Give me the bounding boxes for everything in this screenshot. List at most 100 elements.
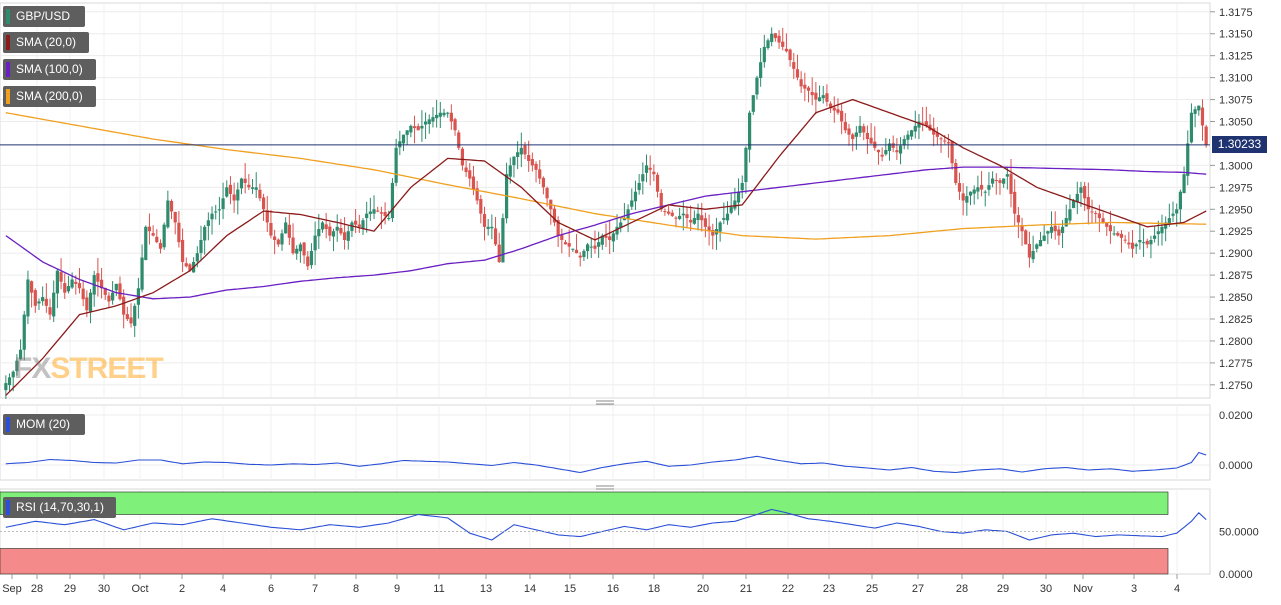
candle-body bbox=[541, 177, 546, 188]
legend-sma100[interactable]: SMA (100,0) bbox=[3, 59, 96, 80]
candle-body bbox=[317, 229, 321, 237]
candle-body bbox=[604, 235, 608, 238]
candle bbox=[593, 230, 597, 254]
candle-body bbox=[493, 228, 498, 245]
candle bbox=[1101, 212, 1105, 224]
candle-body bbox=[781, 41, 785, 47]
candle bbox=[832, 96, 836, 123]
candle bbox=[1197, 105, 1201, 116]
candle bbox=[887, 138, 892, 161]
candle bbox=[567, 229, 571, 257]
candle-body bbox=[1175, 209, 1179, 214]
legend-rsi[interactable]: RSI (14,70,30,1) bbox=[3, 497, 116, 518]
x-tick-label: 27 bbox=[912, 583, 924, 595]
candle bbox=[644, 154, 649, 183]
candle bbox=[979, 171, 984, 197]
candle bbox=[538, 160, 542, 185]
price-panel-frame bbox=[0, 2, 1211, 399]
candle bbox=[158, 239, 163, 254]
legend-instrument[interactable]: GBP/USD bbox=[3, 6, 85, 27]
candle-body bbox=[354, 220, 358, 225]
candle bbox=[516, 141, 520, 170]
candle bbox=[751, 95, 755, 116]
candle bbox=[1094, 210, 1098, 223]
candle-body bbox=[52, 292, 56, 317]
candle-body bbox=[578, 255, 582, 258]
candle bbox=[1108, 210, 1113, 244]
candle bbox=[497, 232, 501, 263]
candle bbox=[641, 162, 645, 195]
candle bbox=[357, 214, 361, 233]
legend-sma200[interactable]: SMA (200,0) bbox=[3, 86, 96, 107]
price-tick-label: 1.3075 bbox=[1219, 95, 1253, 107]
candle-body bbox=[177, 222, 181, 243]
candle-body bbox=[1046, 231, 1050, 234]
candle-body bbox=[114, 283, 118, 291]
candle-body bbox=[777, 35, 781, 43]
candle-body bbox=[232, 194, 236, 201]
candle-body bbox=[766, 40, 770, 48]
price-tick-label: 1.2800 bbox=[1219, 336, 1253, 348]
candle bbox=[711, 223, 715, 250]
candle bbox=[770, 27, 774, 47]
candle-body bbox=[324, 224, 328, 230]
candle-body bbox=[718, 222, 722, 232]
candle bbox=[180, 228, 185, 273]
candle bbox=[519, 132, 523, 168]
candle-body bbox=[1164, 222, 1168, 229]
candle-body bbox=[921, 122, 925, 124]
candle bbox=[390, 178, 395, 222]
moving-averages bbox=[0, 98, 1210, 396]
candle-body bbox=[1002, 178, 1006, 184]
candle-body bbox=[611, 233, 615, 242]
candle-body bbox=[41, 297, 45, 302]
candle-body bbox=[37, 301, 41, 304]
candle bbox=[597, 231, 601, 258]
candle-body bbox=[15, 360, 19, 372]
candle-body bbox=[711, 230, 715, 236]
candle-body bbox=[195, 253, 199, 262]
price-tick-label: 1.2975 bbox=[1219, 182, 1253, 194]
candle-body bbox=[48, 307, 52, 315]
candle bbox=[1141, 228, 1146, 257]
candle bbox=[228, 176, 233, 205]
legend-mom[interactable]: MOM (20) bbox=[3, 414, 85, 435]
candle-body bbox=[1097, 213, 1101, 219]
candle-body bbox=[254, 187, 258, 190]
candle-body bbox=[339, 228, 343, 234]
candle bbox=[457, 130, 461, 151]
candle-body bbox=[869, 137, 873, 144]
candle bbox=[273, 229, 277, 255]
candle bbox=[464, 160, 468, 177]
price-tick-label: 1.2875 bbox=[1219, 270, 1253, 282]
candle-body bbox=[298, 244, 302, 252]
candle-body bbox=[836, 109, 840, 113]
candle-body bbox=[1149, 240, 1153, 245]
candle bbox=[442, 108, 446, 118]
candle bbox=[482, 206, 487, 241]
candle bbox=[821, 86, 825, 104]
candle-body bbox=[851, 134, 855, 140]
candle-body bbox=[972, 189, 976, 194]
candle-body bbox=[792, 62, 796, 69]
candle-body bbox=[1101, 218, 1105, 223]
candle bbox=[666, 206, 671, 216]
candle bbox=[913, 110, 917, 139]
rsi-tick-label: 0.0000 bbox=[1219, 569, 1253, 581]
candle-body bbox=[1072, 200, 1076, 208]
candle-body bbox=[707, 226, 711, 232]
candle-body bbox=[99, 279, 104, 289]
candle-body bbox=[401, 134, 406, 144]
candle bbox=[648, 155, 652, 186]
candle bbox=[287, 213, 291, 246]
candle bbox=[685, 206, 689, 229]
candle bbox=[972, 185, 976, 205]
candle-body bbox=[287, 224, 291, 238]
candle bbox=[637, 174, 641, 195]
candle bbox=[1123, 234, 1127, 244]
legend-sma20[interactable]: SMA (20,0) bbox=[3, 32, 89, 53]
candle-body bbox=[1090, 211, 1094, 213]
candle bbox=[784, 33, 789, 53]
candle-body bbox=[608, 236, 612, 240]
candle-body bbox=[210, 213, 214, 220]
